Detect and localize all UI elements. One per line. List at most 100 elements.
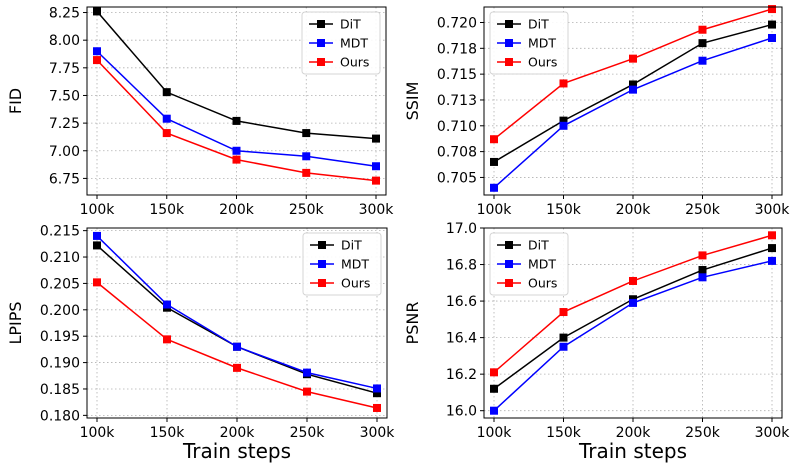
- data-point: [559, 308, 568, 317]
- data-point: [372, 176, 380, 185]
- x-tick-label: 300k: [755, 202, 791, 218]
- y-tick-label: 0.185: [40, 382, 80, 398]
- legend-label: Ours: [528, 55, 557, 70]
- y-tick-label: 16.6: [446, 294, 477, 310]
- plot-frame: [483, 227, 783, 419]
- y-tick-label: 16.2: [446, 367, 477, 383]
- y-tick-label: 8.25: [49, 6, 80, 22]
- y-tick-label: 0.205: [40, 276, 80, 292]
- y-axis-label: SSIM: [403, 82, 422, 121]
- series-mdt: [490, 33, 776, 192]
- legend-marker: [318, 241, 326, 249]
- data-point: [559, 121, 568, 130]
- series-ours: [490, 5, 776, 144]
- data-point: [629, 85, 637, 94]
- x-tick-label: 250k: [289, 202, 325, 218]
- y-tick-label: 0.705: [437, 170, 477, 186]
- data-point: [93, 56, 101, 65]
- legend-marker: [318, 260, 326, 268]
- data-point: [490, 406, 498, 415]
- y-axis-label: LPIPS: [6, 301, 25, 344]
- x-tick-label: 300k: [755, 425, 791, 441]
- legend-label: MDT: [341, 257, 369, 272]
- legend-label: Ours: [528, 276, 557, 291]
- legend-label: DiT: [528, 238, 549, 253]
- y-tick-label: 7.25: [49, 116, 80, 132]
- series-dit: [93, 7, 380, 143]
- x-tick-label: 100k: [477, 425, 513, 441]
- series-mdt: [93, 47, 380, 171]
- y-tick-label: 7.00: [49, 144, 80, 160]
- series-ours: [93, 56, 380, 185]
- data-point: [768, 5, 776, 14]
- series-ours: [490, 231, 776, 377]
- legend: DiT MDT Ours: [489, 11, 569, 75]
- x-tick-label: 100k: [80, 202, 116, 218]
- y-tick-label: 0.713: [437, 93, 477, 109]
- y-tick-label: 7.50: [49, 88, 80, 104]
- x-tick-label: 200k: [219, 202, 255, 218]
- series-mdt: [93, 231, 381, 393]
- data-point: [698, 56, 707, 65]
- data-point: [373, 403, 381, 412]
- data-point: [559, 79, 568, 88]
- plot-frame: [86, 227, 388, 419]
- legend-label: DiT: [528, 17, 549, 32]
- data-point: [490, 157, 498, 166]
- legend-marker: [505, 241, 513, 249]
- legend-marker: [505, 260, 513, 268]
- y-tick-label: 0.715: [437, 67, 477, 83]
- y-axis-label: PSNR: [403, 302, 422, 345]
- y-tick-label: 0.720: [437, 15, 477, 31]
- data-point: [373, 384, 381, 393]
- series-ours: [93, 278, 381, 412]
- x-tick-label: 100k: [477, 202, 513, 218]
- data-point: [232, 116, 241, 125]
- data-point: [93, 7, 101, 16]
- x-tick-label: 200k: [220, 425, 256, 441]
- data-point: [302, 152, 311, 161]
- data-point: [163, 335, 171, 344]
- y-tick-label: 0.210: [40, 250, 80, 266]
- data-point: [303, 368, 311, 377]
- y-tick-label: 0.180: [40, 408, 80, 424]
- x-tick-label: 200k: [616, 202, 652, 218]
- data-point: [162, 88, 171, 97]
- y-tick-label: 17.0: [446, 221, 477, 237]
- data-point: [629, 54, 637, 63]
- legend-label: MDT: [528, 257, 556, 272]
- data-point: [698, 266, 707, 275]
- y-tick-label: 0.190: [40, 356, 80, 372]
- data-point: [559, 116, 568, 125]
- y-tick-label: 8.00: [49, 33, 80, 49]
- data-point: [698, 273, 707, 282]
- y-tick-label: 6.75: [49, 171, 80, 187]
- x-tick-label: 250k: [290, 425, 326, 441]
- data-point: [233, 342, 241, 351]
- data-point: [698, 25, 707, 34]
- chart-panel-4: 100k 150k 200k 250k 300k 16.0 16.2 16.4 16.6 16.8…: [403, 221, 790, 463]
- data-point: [232, 146, 241, 155]
- x-tick-label: 100k: [80, 425, 116, 441]
- legend-marker: [505, 20, 513, 28]
- chart-panel-3: 100k 150k 200k 250k 300k 0.180 0.185 0.190 0.195…: [6, 224, 395, 463]
- x-tick-label: 150k: [149, 202, 185, 218]
- legend-marker: [317, 58, 325, 66]
- data-point: [93, 231, 101, 240]
- x-tick-label: 150k: [546, 202, 582, 218]
- legend-label: DiT: [341, 238, 362, 253]
- x-tick-label: 150k: [150, 425, 186, 441]
- legend: DiT MDT Ours: [301, 11, 381, 75]
- data-point: [233, 363, 241, 372]
- data-point: [163, 300, 171, 309]
- legend-marker: [505, 39, 513, 47]
- data-point: [698, 251, 707, 260]
- y-tick-label: 16.4: [446, 331, 477, 347]
- data-point: [490, 368, 498, 377]
- data-point: [302, 129, 311, 138]
- series-dit: [490, 20, 776, 166]
- data-point: [629, 276, 637, 285]
- legend-label: DiT: [340, 17, 361, 32]
- data-point: [768, 231, 776, 240]
